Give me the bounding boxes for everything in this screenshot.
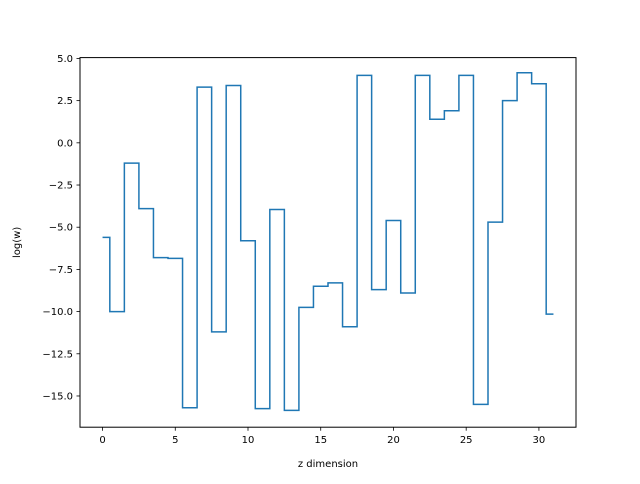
x-tick-label: 15 [314,435,327,446]
y-axis: 5.0 2.5 0.0 −2.5 −5.0 −7.5 −10.0 −12.5 −15.0 [42,54,80,402]
y-tick-label: 5.0 [57,54,73,65]
x-tick-label: 0 [99,435,105,446]
series-line-0 [102,72,554,412]
x-axis: 0 5 10 15 20 25 30 [99,427,545,446]
plot-frame [79,57,577,428]
x-tick-label: 5 [172,435,178,446]
x-tick-label: 10 [242,435,255,446]
y-tick-label: −12.5 [42,349,73,360]
y-tick-label: 0.0 [57,138,73,149]
x-tick-label: 30 [533,435,546,446]
y-tick-label: −10.0 [42,307,73,318]
y-axis-label: log(w) [12,227,23,258]
y-tick-label: 2.5 [57,96,73,107]
y-tick-label: −7.5 [49,265,73,276]
y-tick-label: −2.5 [49,181,73,192]
x-tick-label: 20 [387,435,400,446]
y-tick-label: −5.0 [49,223,73,234]
y-tick-label: −15.0 [42,391,73,402]
plot-marks [102,72,554,412]
x-axis-label: z dimension [298,459,358,470]
x-tick-label: 25 [460,435,473,446]
